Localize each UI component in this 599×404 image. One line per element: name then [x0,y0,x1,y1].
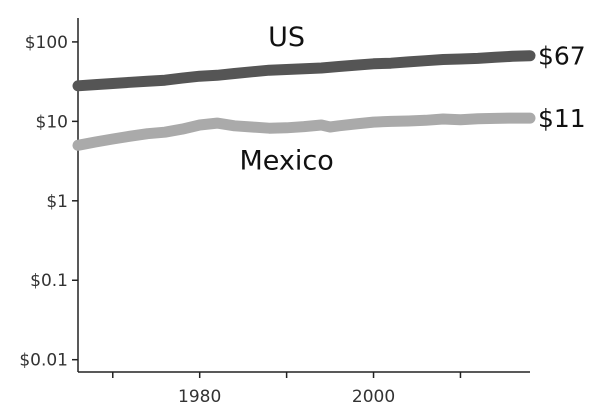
axes: $100 $10 $1 $0.1 $0.01 1980 2000 [19,18,530,404]
y-tick-label: $10 [36,112,68,132]
series-layer [72,50,536,151]
y-tick-label: $1 [46,192,68,212]
end-label-mexico: $11 [538,104,586,133]
y-tick-label: $0.01 [19,351,68,371]
series-label-us: US [268,22,305,53]
x-tick-label: 1980 [178,387,221,404]
series-label-mexico: Mexico [239,145,333,176]
series-line-mexico [72,112,536,151]
y-tick-label: $100 [25,33,68,53]
end-label-us: $67 [538,42,586,71]
x-tick-label: 2000 [352,387,395,404]
y-tick-label: $0.1 [30,271,68,291]
series-line-us [72,50,536,92]
labels-layer: $67 $11 US Mexico [239,22,585,176]
